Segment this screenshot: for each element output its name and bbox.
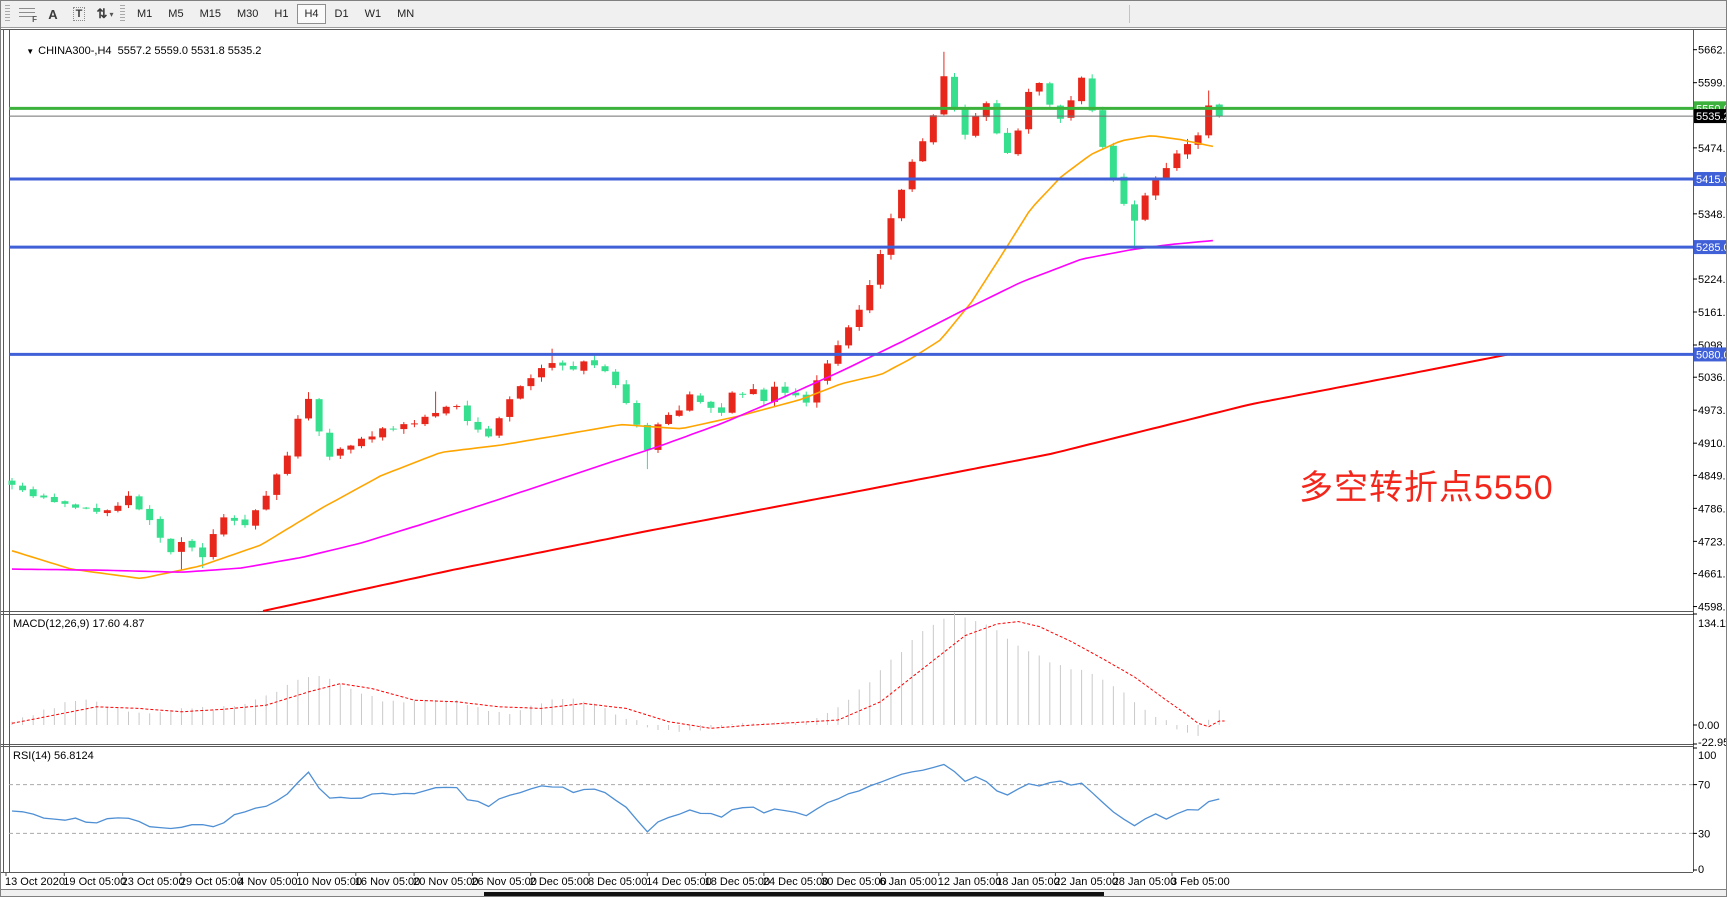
- scrollbar-thumb[interactable]: [484, 892, 1104, 896]
- svg-text:16 Nov 05:00: 16 Nov 05:00: [355, 876, 420, 888]
- svg-text:23 Oct 05:00: 23 Oct 05:00: [122, 876, 185, 888]
- timeframe-button-M15[interactable]: M15: [199, 8, 221, 20]
- svg-text:19 Oct 05:00: 19 Oct 05:00: [63, 876, 126, 888]
- chart-annotation[interactable]: 多空转折点5550: [1299, 469, 1554, 507]
- svg-text:28 Jan 05:00: 28 Jan 05:00: [1113, 876, 1177, 888]
- svg-text:4 Nov 05:00: 4 Nov 05:00: [238, 876, 297, 888]
- svg-text:26 Nov 05:00: 26 Nov 05:00: [471, 876, 536, 888]
- svg-text:18 Dec 05:00: 18 Dec 05:00: [705, 876, 770, 888]
- price-badge-5080.0: [1694, 347, 1726, 362]
- svg-text:70: 70: [1698, 780, 1710, 792]
- svg-text:20 Nov 05:00: 20 Nov 05:00: [413, 876, 478, 888]
- svg-text:5348.5: 5348.5: [1698, 209, 1727, 221]
- price-badge-5285.0: [1694, 240, 1726, 255]
- macd-pane-label: MACD(12,26,9) 17.60 4.87: [13, 618, 145, 630]
- toolbar: F A T ⇅ ▾ M1 M5 M15 M30 H1 H4 D1 W1 MN: [1, 1, 1726, 28]
- macd-signal-line: [11, 620, 1225, 729]
- timeframe-button-H4[interactable]: H4: [297, 4, 326, 24]
- svg-text:22 Jan 05:00: 22 Jan 05:00: [1054, 876, 1118, 888]
- fibonacci-tool-button[interactable]: F: [14, 3, 40, 25]
- timeframe-button-D1[interactable]: D1: [334, 8, 349, 20]
- svg-text:5535.2: 5535.2: [1696, 111, 1727, 123]
- svg-text:29 Oct 05:00: 29 Oct 05:00: [180, 876, 243, 888]
- price-badge-5535.2: [1694, 109, 1726, 124]
- svg-text:5036.5: 5036.5: [1698, 372, 1727, 384]
- horizontal-lines: [9, 106, 1693, 356]
- svg-text:24 Dec 05:00: 24 Dec 05:00: [763, 876, 828, 888]
- svg-text:134.11: 134.11: [1698, 618, 1727, 630]
- svg-text:8 Dec 05:00: 8 Dec 05:00: [588, 876, 647, 888]
- svg-text:14 Dec 05:00: 14 Dec 05:00: [646, 876, 711, 888]
- svg-text:5224.0: 5224.0: [1698, 274, 1727, 286]
- chevron-down-icon: ▾: [109, 9, 114, 19]
- text-tool-button[interactable]: A: [40, 3, 66, 25]
- svg-text:3 Feb 05:00: 3 Feb 05:00: [1171, 876, 1230, 888]
- arrows-tool-button[interactable]: ⇅ ▾: [92, 3, 118, 25]
- long-trend-line[interactable]: [262, 353, 1509, 612]
- svg-text:5415.0: 5415.0: [1696, 174, 1727, 186]
- svg-text:4910.5: 4910.5: [1698, 438, 1727, 450]
- text-tool-icon: A: [48, 6, 58, 22]
- timeframe-button-H1[interactable]: H1: [274, 8, 289, 20]
- timeframe-button-M5[interactable]: M5: [168, 8, 184, 20]
- svg-text:12 Jan 05:00: 12 Jan 05:00: [938, 876, 1002, 888]
- svg-text:5161.0: 5161.0: [1698, 307, 1727, 319]
- svg-text:5285.0: 5285.0: [1696, 242, 1727, 254]
- arrows-icon: ⇅: [96, 6, 108, 21]
- svg-text:2 Dec 05:00: 2 Dec 05:00: [530, 876, 589, 888]
- svg-text:4661.5: 4661.5: [1698, 569, 1727, 581]
- candlesticks: [8, 51, 1223, 571]
- svg-text:30 Dec 05:00: 30 Dec 05:00: [821, 876, 886, 888]
- svg-text:0.00: 0.00: [1698, 720, 1719, 732]
- text-label-tool-button[interactable]: T: [66, 3, 92, 25]
- svg-text:13 Oct 2020: 13 Oct 2020: [5, 876, 65, 888]
- svg-text:5662.0: 5662.0: [1698, 45, 1727, 57]
- svg-text:4598.5: 4598.5: [1698, 602, 1727, 614]
- svg-text:4973.5: 4973.5: [1698, 405, 1727, 417]
- svg-text:6 Jan 05:00: 6 Jan 05:00: [880, 876, 938, 888]
- svg-text:5080.0: 5080.0: [1696, 349, 1727, 361]
- timeframe-button-W1[interactable]: W1: [364, 8, 382, 20]
- ohlc-readout: 5557.2 5559.0 5531.8 5535.2: [117, 45, 262, 57]
- svg-text:4849.0: 4849.0: [1698, 470, 1727, 482]
- toolbar-grip[interactable]: [5, 5, 10, 23]
- svg-text:10 Nov 05:00: 10 Nov 05:00: [297, 876, 362, 888]
- symbol-title[interactable]: ▼ CHINA300-,H4 5557.2 5559.0 5531.8 5535.…: [14, 33, 261, 69]
- pane-borders: [1, 29, 1726, 873]
- text-label-icon: T: [72, 7, 86, 21]
- rsi-pane-label: RSI(14) 56.8124: [13, 750, 94, 762]
- rsi-pane[interactable]: [9, 763, 1693, 834]
- timeframe-button-MN[interactable]: MN: [397, 8, 415, 20]
- svg-text:4723.0: 4723.0: [1698, 536, 1727, 548]
- timeframe-button-M1[interactable]: M1: [137, 8, 153, 20]
- price-axis: 5662.05599.05474.55348.55224.05161.05098…: [1693, 45, 1727, 876]
- svg-text:5599.0: 5599.0: [1698, 78, 1727, 90]
- symbol-name: CHINA300-,H4: [38, 45, 112, 57]
- bottom-scrollbar: [1, 889, 1726, 896]
- fast-ma-line[interactable]: [11, 135, 1214, 580]
- svg-text:4786.0: 4786.0: [1698, 503, 1727, 515]
- svg-text:100: 100: [1698, 750, 1716, 762]
- svg-text:5474.5: 5474.5: [1698, 143, 1727, 155]
- macd-pane[interactable]: [11, 612, 1225, 736]
- svg-text:18 Jan 05:00: 18 Jan 05:00: [996, 876, 1060, 888]
- fibonacci-icon: F: [19, 8, 37, 24]
- svg-text:0: 0: [1698, 864, 1704, 876]
- svg-text:-22.95: -22.95: [1698, 737, 1727, 749]
- toolbar-separator: [1129, 5, 1130, 23]
- svg-text:30: 30: [1698, 828, 1710, 840]
- symbol-dropdown-icon[interactable]: ▼: [26, 47, 35, 56]
- toolbar-group-grip[interactable]: [120, 5, 125, 23]
- timeframe-button-M30[interactable]: M30: [236, 8, 259, 20]
- medium-ma-line[interactable]: [11, 239, 1213, 573]
- price-badge-5415.0: [1694, 172, 1726, 187]
- timeframe-button-group: M1 M5 M15 M30 H1 H4 D1 W1 MN: [129, 4, 422, 24]
- rsi-line: [11, 763, 1220, 833]
